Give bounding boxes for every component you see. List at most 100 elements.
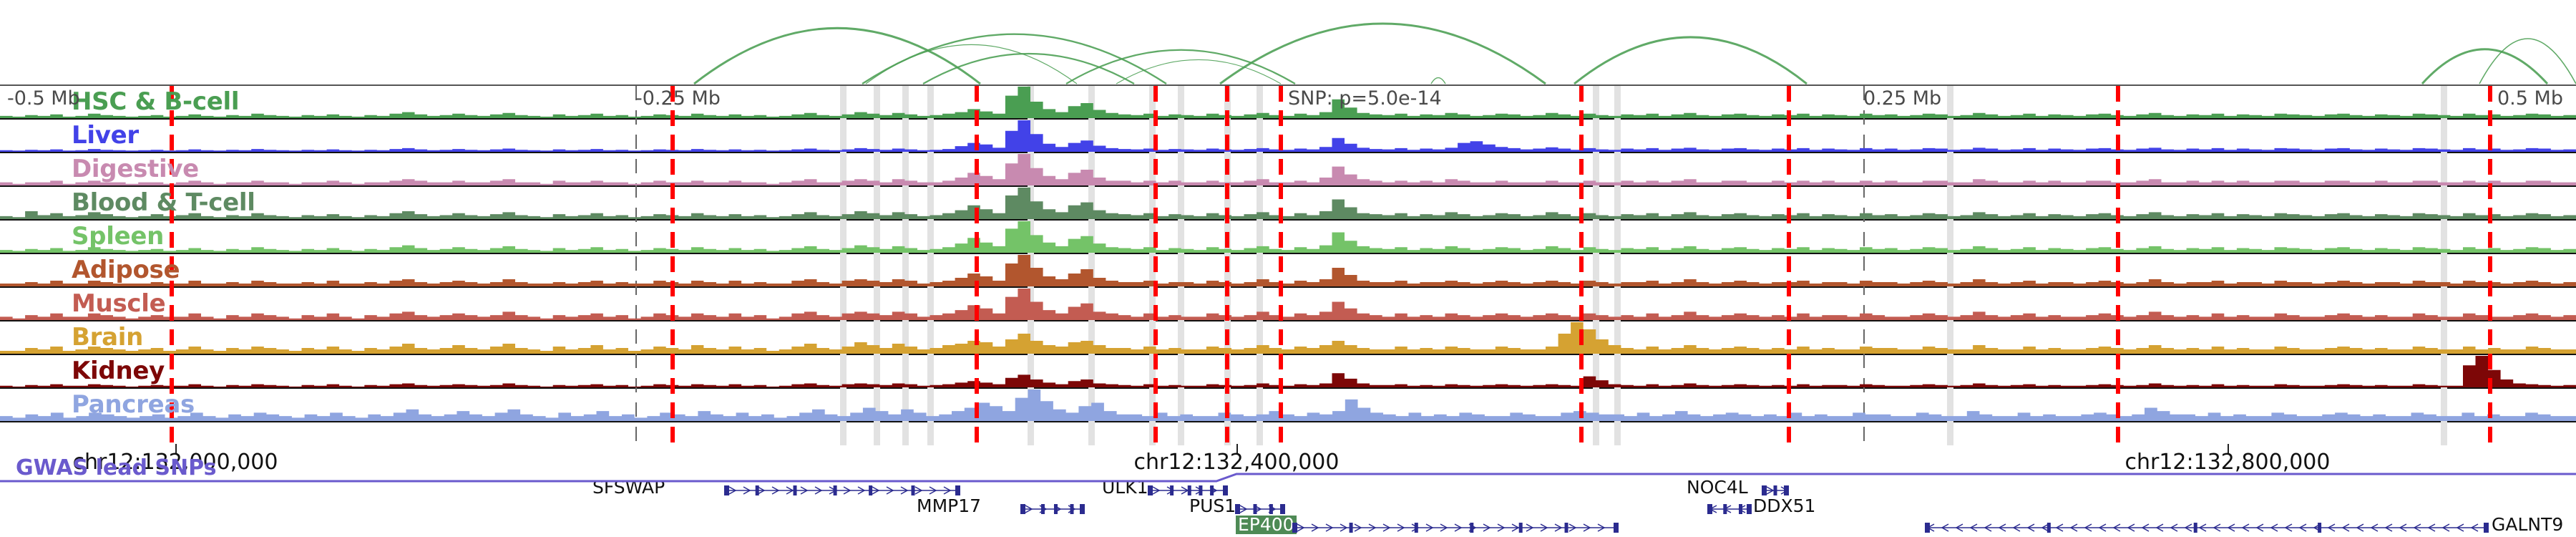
signal-profile (0, 390, 2576, 421)
chromatin-loop-arc (865, 44, 1078, 84)
chromatin-loop-arc (1116, 59, 1282, 84)
exon (1707, 504, 1712, 514)
signal-track-panel: HSC & B-cell -0.5 Mb -0.25 Mb 0.25 Mb 0.5 Mb… (0, 84, 2576, 445)
gene-glyph (1925, 523, 2489, 533)
exon (1739, 504, 1742, 514)
gene-model-mmp17[interactable] (1020, 497, 1085, 516)
exon (1564, 523, 1568, 533)
gene-label-mmp17[interactable]: MMP17 (917, 495, 982, 516)
track-label-blood-t-cell: Blood & T-cell (72, 188, 255, 217)
signal-profile (0, 221, 2576, 253)
gwas-lead-snps-label: GWAS lead SNPs (16, 455, 217, 480)
signal-area-pancreas (0, 390, 2576, 421)
signal-profile (0, 289, 2576, 320)
gene-label-pus1[interactable]: PUS1 (1189, 495, 1236, 516)
exon (1614, 523, 1619, 533)
exon (1518, 523, 1523, 533)
exon (2484, 523, 2489, 533)
track-label-muscle: Muscle (72, 289, 166, 318)
chromatin-loop-arc (1065, 49, 1296, 84)
gene-glyph (1235, 504, 1285, 514)
exon (1054, 504, 1058, 514)
gene-label-noc4l[interactable]: NOC4L (1687, 477, 1748, 498)
exon (2318, 523, 2322, 533)
exon (2046, 523, 2051, 533)
gene-model-galnt9[interactable] (1925, 516, 2489, 534)
exon (1349, 523, 1353, 533)
ruler-label: 0.5 Mb (2497, 87, 2563, 110)
exon (1187, 485, 1191, 495)
track-label-digestive: Digestive (72, 155, 199, 183)
exon (1253, 504, 1257, 514)
exon (1784, 485, 1789, 495)
gene-model-pus1[interactable] (1235, 497, 1285, 516)
exon (1041, 504, 1045, 514)
signal-area-blood-t-cell (0, 188, 2576, 219)
signal-area-hsc-b-cell (0, 87, 2576, 118)
gene-glyph (1020, 504, 1085, 514)
gene-model-ep400[interactable] (1292, 516, 1619, 534)
chromatin-loop-arc (1219, 22, 1546, 84)
gene-glyph (1148, 485, 1228, 495)
gene-label-ddx51[interactable]: DDX51 (1753, 495, 1816, 516)
track-label-hsc-b-cell: HSC & B-cell (72, 87, 240, 116)
track-label-adipose: Adipose (72, 256, 180, 284)
gene-annotation-panel: SFSWAP ULK1 NOC4L MMP17 PUS1 DDX51 EP400 GALNT9 (0, 478, 2576, 537)
signal-area-muscle (0, 289, 2576, 320)
signal-track: HSC & B-cell -0.5 Mb -0.25 Mb 0.25 Mb 0.5 Mb… (0, 86, 2576, 120)
exon (955, 485, 960, 495)
track-label-pancreas: Pancreas (72, 390, 195, 419)
exon (1762, 485, 1767, 495)
coordinate-label: chr12:132,000,000 (72, 450, 278, 475)
signal-profile (0, 255, 2576, 286)
coordinate-tick (175, 444, 177, 454)
exon (755, 485, 759, 495)
gene-model-ulk1[interactable] (1148, 478, 1228, 497)
chromatin-loop-arc (693, 26, 981, 84)
track-label-kidney: Kidney (72, 357, 165, 385)
signal-profile (0, 188, 2576, 219)
exon (1223, 485, 1228, 495)
gwas-connector-line (0, 473, 2576, 483)
gene-glyph (1292, 523, 1619, 533)
gene-glyph (1707, 504, 1752, 514)
exon (1470, 523, 1474, 533)
signal-profile (0, 356, 2576, 387)
signal-profile (0, 87, 2576, 118)
gene-row: MMP17 PUS1 DDX51 (0, 497, 2576, 516)
signal-track: Blood & T-cell (0, 187, 2576, 221)
gene-model-noc4l[interactable] (1762, 478, 1789, 497)
ruler-label: -0.25 Mb (635, 87, 721, 110)
gene-glyph (1762, 485, 1789, 495)
gene-glyph (724, 485, 960, 495)
gene-model-ddx51[interactable] (1707, 497, 1752, 516)
signal-track: Pancreas (0, 389, 2576, 422)
signal-track: Kidney (0, 355, 2576, 389)
tracks-host: HSC & B-cell -0.5 Mb -0.25 Mb 0.25 Mb 0.5 Mb… (0, 86, 2576, 422)
coordinate-tick (1236, 444, 1238, 454)
chromatin-loop-arc-panel (0, 0, 2576, 84)
signal-area-kidney (0, 356, 2576, 387)
track-label-spleen: Spleen (72, 222, 165, 251)
signal-profile (0, 154, 2576, 185)
track-label-brain: Brain (72, 323, 143, 352)
gene-label-galnt9[interactable]: GALNT9 (2492, 514, 2564, 535)
gene-label-ep400[interactable]: EP400 (1236, 516, 1297, 534)
chromatin-loop-arc (1574, 36, 1807, 84)
exon (1269, 504, 1273, 514)
coordinate-axis: chr12:132,000,000 chr12:132,400,000 chr12:… (0, 444, 2576, 477)
exon (1723, 504, 1727, 514)
chromatin-loop-arc (2479, 38, 2576, 84)
gene-model-sfswap[interactable] (724, 478, 960, 497)
coordinate-label: chr12:132,800,000 (2124, 450, 2331, 475)
chromatin-loop-arc (1430, 77, 1446, 84)
exon (1925, 523, 1930, 533)
exon (724, 485, 729, 495)
signal-area-liver (0, 120, 2576, 152)
exon (1414, 523, 1418, 533)
signal-area-brain (0, 322, 2576, 354)
snp-pvalue-annotation: SNP: p=5.0e-14 (1288, 87, 1442, 110)
exon (1773, 485, 1777, 495)
signal-area-digestive (0, 154, 2576, 185)
exon (1235, 504, 1240, 514)
